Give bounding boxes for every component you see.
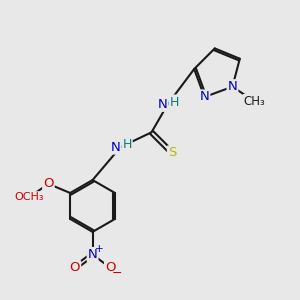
Text: N: N [228, 80, 237, 93]
Text: CH₃: CH₃ [244, 95, 266, 108]
Text: N: N [158, 98, 167, 111]
Text: O: O [105, 261, 116, 274]
Text: S: S [168, 146, 176, 159]
Text: +: + [95, 244, 103, 254]
Text: O: O [43, 177, 54, 190]
Text: O: O [70, 261, 80, 274]
Text: N: N [200, 91, 209, 103]
Text: −: − [112, 267, 122, 280]
Text: N: N [88, 248, 98, 261]
Text: H: H [169, 95, 179, 109]
Text: H: H [122, 138, 132, 151]
Text: N: N [110, 141, 120, 154]
Text: OCH₃: OCH₃ [14, 192, 44, 202]
